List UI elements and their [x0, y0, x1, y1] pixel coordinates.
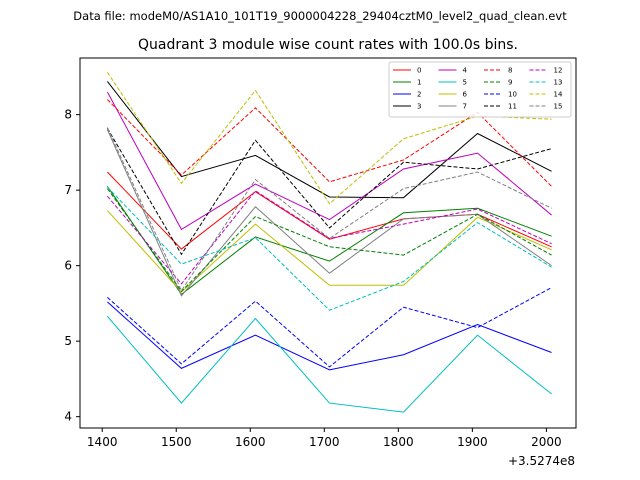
series-line-12 — [107, 190, 552, 285]
y-tick-label: 5 — [64, 334, 72, 348]
series-line-2 — [107, 301, 552, 371]
series-line-15 — [106, 127, 552, 292]
series-line-11 — [106, 127, 552, 256]
chart-title: Quadrant 3 module wise count rates with … — [138, 37, 518, 53]
legend-label-2: 2 — [417, 91, 421, 99]
x-tick-label: 1500 — [161, 435, 192, 449]
legend-box — [388, 61, 572, 118]
legend-label-13: 13 — [554, 79, 563, 87]
series-line-1 — [106, 186, 552, 296]
axes-layer: 1400 1500 1600 1700 1800 1900 2000 4 5 6 7 8 — [64, 57, 577, 449]
legend-label-11: 11 — [508, 103, 517, 111]
x-tick-label: 1900 — [457, 435, 488, 449]
legend-label-10: 10 — [508, 91, 517, 99]
series-line-10 — [107, 287, 552, 368]
legend-label-6: 6 — [463, 91, 468, 99]
legend-label-12: 12 — [554, 67, 563, 75]
x-tick-label: 2000 — [531, 435, 562, 449]
x-tick-label: 1600 — [235, 435, 266, 449]
y-tick-label: 6 — [64, 259, 72, 273]
suptitle: Data file: modeM0/AS1A10_101T19_90000042… — [73, 9, 567, 23]
legend-label-0: 0 — [417, 67, 421, 75]
legend-label-9: 9 — [508, 79, 512, 87]
series-line-5 — [107, 315, 552, 413]
series-layer — [106, 72, 552, 413]
x-tick-label: 1400 — [87, 435, 118, 449]
series-line-13 — [107, 186, 552, 311]
legend-label-15: 15 — [554, 103, 563, 111]
legend-label-4: 4 — [463, 67, 468, 75]
series-line-4 — [106, 91, 552, 231]
x-tick-label: 1700 — [309, 435, 340, 449]
plot-frame — [79, 57, 577, 429]
y-tick-label: 7 — [64, 183, 72, 197]
legend-label-1: 1 — [417, 79, 421, 87]
x-axis-offset-label: +3.5274e8 — [508, 454, 575, 468]
legend-label-5: 5 — [463, 79, 467, 87]
legend-label-14: 14 — [554, 91, 563, 99]
series-line-9 — [106, 188, 552, 293]
legend-label-3: 3 — [417, 103, 421, 111]
series-line-6 — [107, 210, 552, 293]
series-line-14 — [106, 72, 552, 205]
legend-label-7: 7 — [463, 103, 467, 111]
y-tick-label: 8 — [64, 108, 72, 122]
x-tick-label: 1800 — [383, 435, 414, 449]
legend-label-8: 8 — [508, 67, 512, 75]
series-line-3 — [106, 81, 552, 199]
y-tick-label: 4 — [64, 410, 72, 424]
